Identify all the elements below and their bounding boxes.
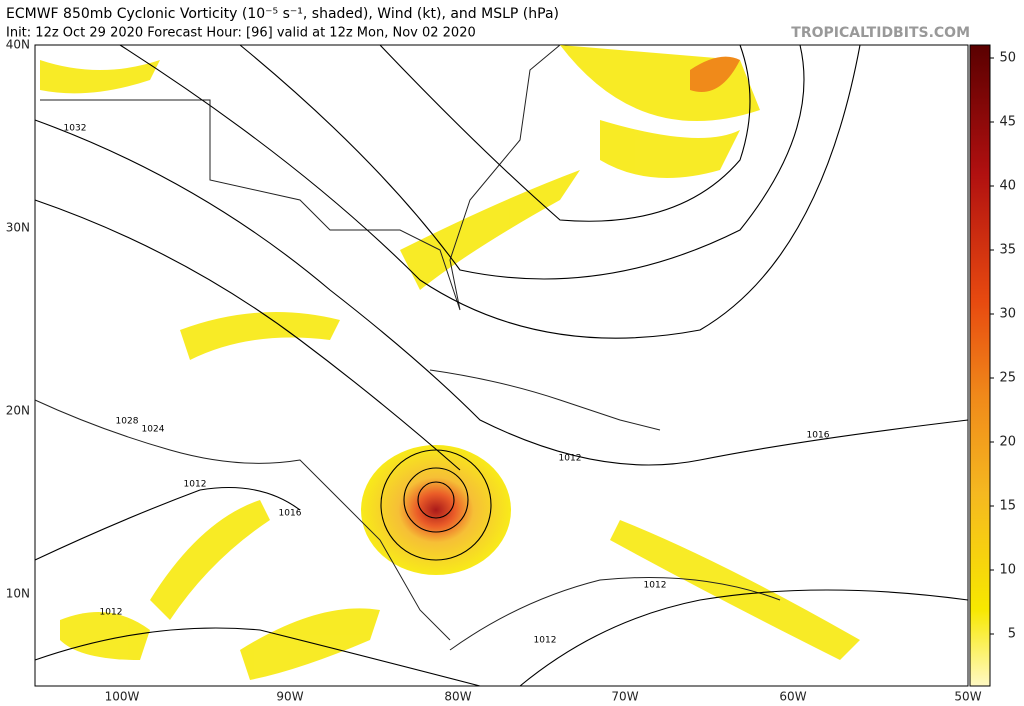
isobar-label: 1012 bbox=[644, 581, 667, 591]
colorbar-label: 35 bbox=[999, 243, 1016, 258]
colorbar-label: 30 bbox=[999, 307, 1016, 322]
lon-label: 100W bbox=[105, 690, 140, 704]
isobar-label: 1012 bbox=[100, 608, 123, 618]
colorbar bbox=[969, 44, 991, 687]
lon-label: 80W bbox=[444, 690, 471, 704]
isobar-label: 1024 bbox=[142, 425, 165, 435]
lat-label: 30N bbox=[6, 221, 30, 235]
title: ECMWF 850mb Cyclonic Vorticity (10⁻⁵ s⁻¹… bbox=[6, 6, 559, 22]
map-area: 1032 1028 1024 1012 1016 1012 1016 1012 … bbox=[34, 44, 969, 687]
isobar-label: 1012 bbox=[184, 480, 207, 490]
lon-label: 90W bbox=[276, 690, 303, 704]
subtitle: Init: 12z Oct 29 2020 Forecast Hour: [96… bbox=[6, 26, 476, 41]
isobar-label: 1012 bbox=[559, 454, 582, 464]
lon-label: 60W bbox=[779, 690, 806, 704]
lat-label: 20N bbox=[6, 404, 30, 418]
isobar-label: 1016 bbox=[807, 431, 830, 441]
colorbar-label: 20 bbox=[999, 435, 1016, 450]
colorbar-label: 50 bbox=[999, 51, 1016, 66]
isobar-label: 1016 bbox=[279, 509, 302, 519]
isobar-label: 1032 bbox=[64, 124, 87, 134]
lon-label: 70W bbox=[611, 690, 638, 704]
lon-label: 50W bbox=[954, 690, 981, 704]
lat-label: 40N bbox=[6, 38, 30, 52]
isobar-label: 1028 bbox=[116, 417, 139, 427]
colorbar-label: 15 bbox=[999, 499, 1016, 514]
lat-label: 10N bbox=[6, 587, 30, 601]
colorbar-label: 5 bbox=[1008, 627, 1016, 642]
site-name: TROPICALTIDBITS.COM bbox=[791, 25, 970, 41]
colorbar-label: 10 bbox=[999, 563, 1016, 578]
colorbar-label: 40 bbox=[999, 179, 1016, 194]
isobar-label: 1012 bbox=[534, 636, 557, 646]
colorbar-label: 25 bbox=[999, 371, 1016, 386]
colorbar-label: 45 bbox=[999, 115, 1016, 130]
